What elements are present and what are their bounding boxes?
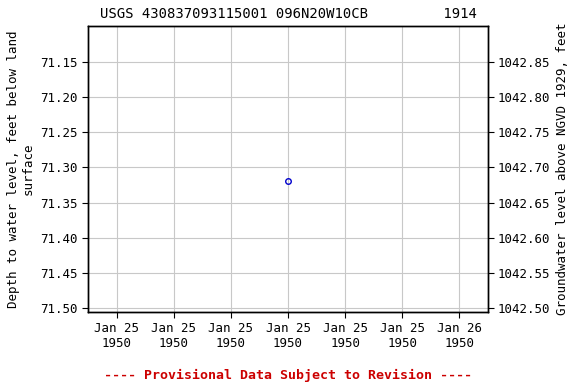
Title: USGS 430837093115001 096N20W10CB         1914: USGS 430837093115001 096N20W10CB 1914 bbox=[100, 7, 476, 21]
Text: ---- Provisional Data Subject to Revision ----: ---- Provisional Data Subject to Revisio… bbox=[104, 369, 472, 382]
Y-axis label: Groundwater level above NGVD 1929, feet: Groundwater level above NGVD 1929, feet bbox=[556, 23, 569, 315]
Y-axis label: Depth to water level, feet below land
surface: Depth to water level, feet below land su… bbox=[7, 30, 35, 308]
